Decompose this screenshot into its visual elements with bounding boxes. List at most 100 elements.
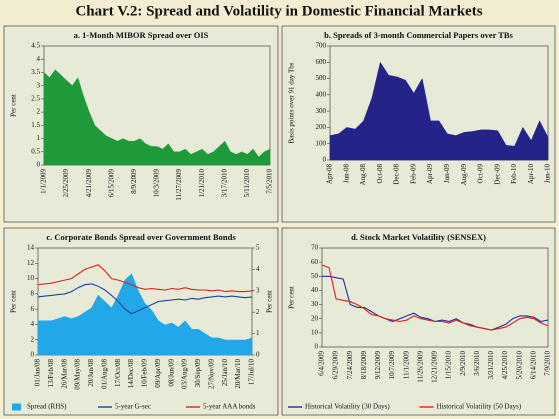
y2-tick-label: 1 [256, 329, 260, 337]
x-tick-label: 27/Nov/09 [207, 359, 215, 389]
x-tick-label: Oct-09 [477, 164, 485, 184]
panel-title: a. 1-Month MIBOR Spread over OIS [74, 30, 209, 40]
x-tick-label: 26/Mar/08 [60, 359, 68, 389]
legend-label: 5-year G-sec [115, 403, 151, 411]
x-tick-label: 11/1/2009 [402, 351, 410, 380]
x-tick-label: 2/25/2009 [62, 169, 70, 198]
legend-label: Historical Volatility (50 Days) [437, 403, 522, 411]
x-tick-label: Feb-10 [510, 164, 518, 184]
x-tick-label: 25/Jan/10 [221, 359, 229, 387]
x-tick-label: 6/14/2010 [529, 351, 537, 380]
x-tick-label: Jun-10 [544, 164, 552, 184]
area [37, 273, 253, 356]
x-tick-label: Oct-08 [376, 164, 384, 184]
x-tick-label: 7/24/2009 [346, 351, 354, 380]
y2-tick-label: 2 [256, 308, 260, 316]
x-tick-label: 30/Sep/09 [194, 359, 202, 388]
legend-label: Historical Volatility (30 Days) [305, 403, 390, 411]
x-tick-label: 08/Jun/09 [167, 359, 175, 387]
x-tick-label: 5/11/2010 [243, 169, 251, 198]
x-tick-label: 1/21/2010 [198, 169, 206, 198]
y2-tick-label: 0 [256, 351, 260, 359]
y-tick-label: 50 [311, 272, 319, 280]
y2-tick-label: 3 [256, 286, 260, 294]
x-tick-label: 14/Dec/08 [127, 359, 135, 389]
y-tick-label: 6 [31, 305, 35, 313]
y-tick-label: 70 [311, 244, 319, 252]
x-tick-label: 1/15/2010 [445, 351, 453, 380]
x-tick-label: Feb-09 [409, 164, 417, 184]
x-tick-label: 20/Mar/10 [234, 359, 242, 389]
x-tick-label: 3/31/2010 [487, 351, 495, 380]
y-tick-label: 600 [316, 58, 327, 66]
x-tick-label: 4/25/2010 [501, 351, 509, 380]
x-tick-label: Apr-09 [426, 164, 434, 185]
plot-area [321, 247, 549, 348]
x-tick-label: Aug-09 [460, 164, 468, 186]
y-tick-label: 8 [31, 289, 35, 297]
x-tick-label: 1/1/2009 [40, 169, 48, 194]
x-tick-label: 03/Aug/09 [181, 359, 189, 389]
y-tick-label: 4 [37, 55, 41, 63]
x-tick-label: Apr-10 [527, 164, 535, 185]
y-tick-label: 14 [27, 244, 35, 252]
y-tick-label: 500 [316, 74, 327, 82]
x-tick-label: Dec-09 [493, 164, 501, 185]
x-tick-label: 01/Jan/08 [34, 359, 42, 387]
y-tick-label: 400 [316, 90, 327, 98]
y-tick-label: 10 [311, 328, 319, 336]
y-tick-label: 0 [37, 161, 41, 169]
legend-swatch [12, 403, 21, 411]
y-tick-label: 60 [311, 258, 319, 266]
y-tick-label: 3 [37, 81, 41, 89]
y2-axis-label: Per cent [266, 290, 274, 313]
x-tick-label: 2/9/2010 [459, 351, 467, 376]
y2-tick-label: 5 [256, 244, 260, 252]
x-tick-label: 7/9/2010 [544, 351, 552, 376]
x-tick-label: 09/Apr/09 [154, 359, 162, 388]
x-tick-label: Dec-08 [393, 164, 401, 185]
x-tick-label: Aug-08 [359, 164, 367, 186]
y-tick-label: 3.5 [31, 68, 40, 76]
x-tick-label: 20/Jun/08 [87, 359, 95, 387]
line [321, 264, 549, 331]
y-tick-label: 200 [316, 123, 327, 131]
y-tick-label: 0 [323, 156, 327, 164]
x-tick-label: 7/5/2010 [266, 169, 274, 194]
x-tick-label: 17/Oct/08 [114, 359, 122, 387]
panel-title: b. Spreads of 3-month Commercial Papers … [324, 30, 513, 40]
y-tick-label: 0.5 [31, 147, 40, 155]
x-tick-label: 10/Feb/09 [141, 359, 149, 388]
y-axis-label: Per cent [10, 94, 18, 117]
x-tick-label: 11/27/2009 [175, 169, 183, 201]
x-tick-label: 8/18/2009 [360, 351, 368, 380]
legend-label: 5-year AAA bonds [203, 403, 256, 411]
panel-title: d. Stock Market Volatility (SENSEX) [351, 232, 486, 242]
y-tick-label: 100 [316, 139, 327, 147]
x-tick-label: 3/6/2010 [473, 351, 481, 376]
y-tick-label: 0 [315, 343, 319, 351]
y-tick-label: 0 [31, 351, 35, 359]
x-tick-label: 5/20/2010 [515, 351, 523, 380]
line [37, 264, 253, 293]
x-tick-label: 6/4/2009 [318, 351, 326, 376]
x-tick-label: 13/Feb/08 [47, 359, 55, 388]
y-tick-label: 2 [31, 335, 35, 343]
x-tick-label: 3/17/2010 [220, 169, 228, 198]
x-tick-label: 6/29/2009 [332, 351, 340, 380]
x-tick-label: 01/Aug/08 [100, 359, 108, 389]
y-tick-label: 30 [311, 300, 319, 308]
y-tick-label: 2 [37, 108, 41, 116]
y-tick-label: 1 [37, 134, 41, 142]
x-tick-label: 9/12/2009 [374, 351, 382, 380]
y-tick-label: 1.5 [31, 121, 40, 129]
x-tick-label: 10/3/2009 [153, 169, 161, 198]
area [43, 69, 271, 166]
y-tick-label: 700 [316, 42, 327, 50]
y-tick-label: 10 [27, 274, 35, 282]
area [329, 61, 549, 161]
y-axis-label: Basis points over 91 day Tbs [288, 62, 296, 143]
x-tick-label: 11/26/2009 [416, 351, 424, 383]
x-tick-label: Apr-08 [326, 164, 334, 185]
